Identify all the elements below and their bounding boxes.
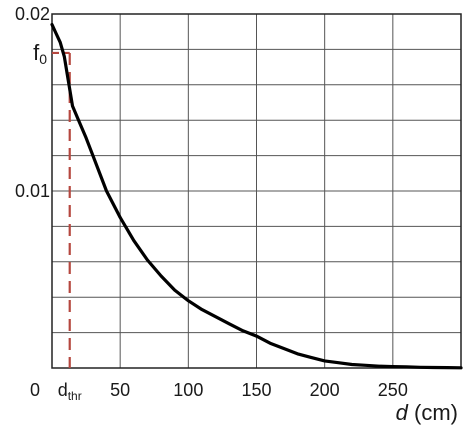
threshold-markers [52, 51, 71, 368]
series-line [50, 23, 463, 370]
series-lines [50, 23, 463, 370]
x-tick-label: 250 [378, 380, 408, 400]
x-tick-label: 0 [30, 380, 40, 400]
y-tick-labels: 0.01 0.02 f0 [15, 4, 50, 201]
grid-lines [51, 13, 462, 369]
plot-frame [51, 13, 462, 369]
y-tick-label: 0.02 [15, 4, 50, 24]
x-tick-labels: 0 50 100 150 200 250 dthr [30, 380, 408, 403]
threshold-y-label: f0 [33, 40, 47, 67]
x-axis-unit: (cm) [408, 400, 458, 425]
x-axis-variable: d [396, 400, 409, 425]
x-tick-label: 200 [310, 380, 340, 400]
x-tick-label: 100 [173, 380, 203, 400]
y-tick-label: 0.01 [15, 181, 50, 201]
threshold-x-label: dthr [58, 380, 82, 403]
x-tick-label: 50 [110, 380, 130, 400]
x-axis-label: d (cm) [396, 400, 458, 425]
x-tick-label: 150 [241, 380, 271, 400]
